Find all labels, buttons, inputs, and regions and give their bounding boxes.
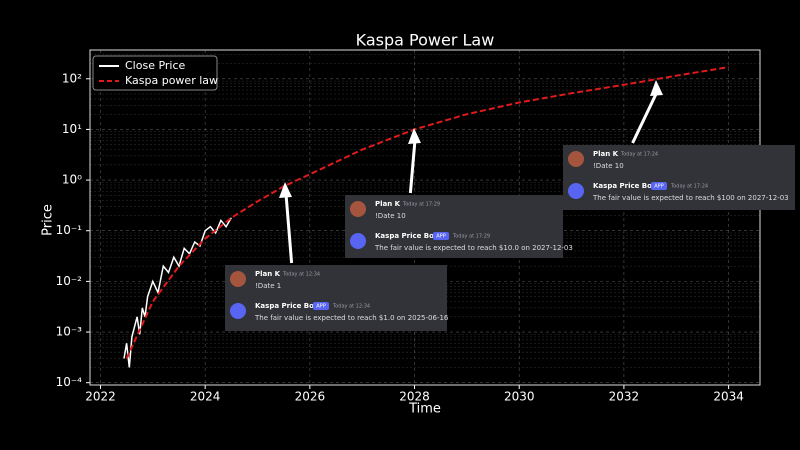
bot-time: Today at 17:24 bbox=[670, 184, 708, 190]
message-card bbox=[225, 265, 447, 331]
app-badge: APP bbox=[654, 184, 663, 190]
app-badge-bg bbox=[433, 232, 449, 240]
x-tick-label: 2034 bbox=[713, 390, 744, 404]
message-card bbox=[563, 145, 795, 210]
y-tick-label: 10⁻² bbox=[56, 274, 83, 288]
legend-box bbox=[92, 55, 218, 91]
message-time: Today at 17:29 bbox=[402, 202, 440, 208]
series-line bbox=[123, 217, 232, 368]
bot-message: The fair value is expected to reach $1.0… bbox=[254, 314, 449, 322]
y-tick-label: 10⁰ bbox=[62, 173, 82, 187]
arrow-head bbox=[408, 128, 421, 144]
user-avatar bbox=[350, 201, 366, 217]
y-tick-label: 10⁻¹ bbox=[56, 223, 83, 237]
y-axis-label: Price bbox=[41, 204, 56, 236]
bot-name: Kaspa Price Bot bbox=[255, 302, 318, 310]
chart-title: Kaspa Power Law bbox=[356, 31, 495, 50]
bot-message: The fair value is expected to reach $100… bbox=[592, 194, 789, 202]
app-badge: APP bbox=[436, 234, 445, 240]
bot-avatar bbox=[230, 303, 246, 319]
arrow-shaft bbox=[631, 91, 659, 144]
bot-time: Today at 12:34 bbox=[332, 304, 370, 310]
message-card bbox=[345, 195, 563, 258]
arrow-head bbox=[279, 182, 292, 198]
arrow-shaft bbox=[284, 193, 294, 264]
app-badge-bg bbox=[651, 182, 667, 190]
app-badge: APP bbox=[316, 304, 325, 310]
legend-label: Kaspa power law bbox=[125, 74, 218, 87]
bot-time: Today at 17:29 bbox=[452, 234, 490, 240]
bot-avatar bbox=[350, 233, 366, 249]
y-tick-label: 10⁻³ bbox=[56, 325, 83, 339]
x-tick-label: 2032 bbox=[609, 390, 640, 404]
legend-label: Close Price bbox=[125, 59, 186, 72]
series-line bbox=[125, 66, 729, 359]
bot-name: Kaspa Price Bot bbox=[593, 182, 656, 190]
app-badge-bg bbox=[313, 302, 329, 310]
x-axis-label: Time bbox=[408, 402, 441, 417]
y-tick-label: 10² bbox=[62, 71, 82, 85]
bot-message: The fair value is expected to reach $10.… bbox=[374, 244, 573, 252]
user-avatar bbox=[230, 271, 246, 287]
user-command: !Date 10 bbox=[375, 212, 406, 220]
user-avatar bbox=[568, 151, 584, 167]
arrow-head bbox=[650, 80, 663, 96]
user-name: Plan K bbox=[255, 270, 281, 278]
user-name: Plan K bbox=[593, 150, 619, 158]
x-tick-label: 2022 bbox=[85, 390, 116, 404]
x-tick-label: 2024 bbox=[190, 390, 221, 404]
arrow-shaft bbox=[408, 139, 417, 194]
bot-name: Kaspa Price Bot bbox=[375, 232, 438, 240]
message-time: Today at 17:24 bbox=[620, 152, 658, 158]
plot-frame bbox=[89, 49, 761, 386]
message-time: Today at 12:34 bbox=[282, 272, 320, 278]
user-command: !Date 10 bbox=[593, 162, 624, 170]
x-tick-label: 2026 bbox=[295, 390, 326, 404]
bot-avatar bbox=[568, 183, 584, 199]
user-name: Plan K bbox=[375, 200, 401, 208]
x-tick-label: 2028 bbox=[399, 390, 430, 404]
y-tick-label: 10⁻⁴ bbox=[56, 375, 83, 389]
user-command: !Date 1 bbox=[255, 282, 281, 290]
x-tick-label: 2030 bbox=[504, 390, 535, 404]
y-tick-label: 10¹ bbox=[62, 122, 82, 136]
